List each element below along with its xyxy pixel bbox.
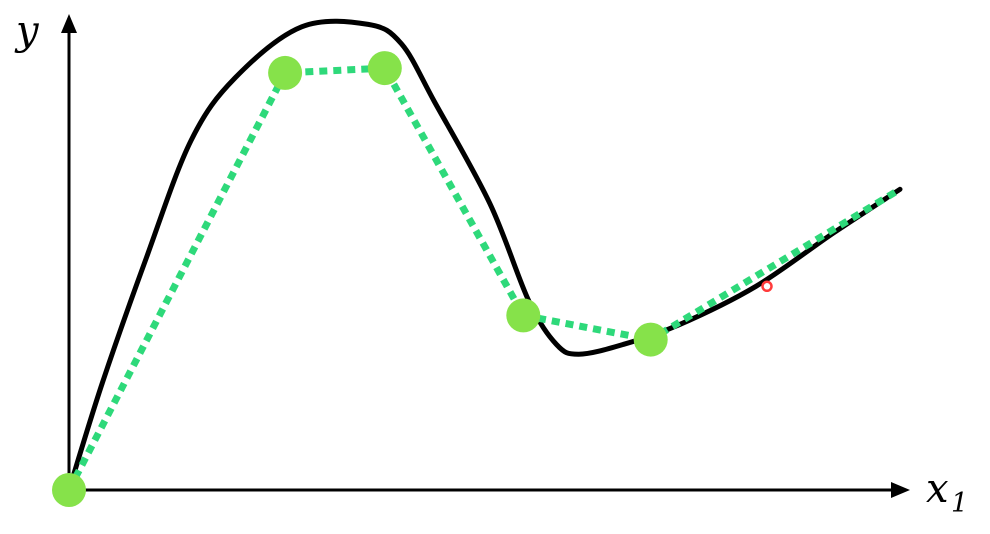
- true-curve-line: [66, 18, 903, 493]
- x-axis-arrowhead: [891, 482, 910, 498]
- cursor-marker: [761, 280, 773, 293]
- knot-point: [367, 51, 402, 86]
- knot-point: [506, 298, 541, 333]
- x-axis-label: x: [926, 466, 949, 512]
- axes: y x 1: [14, 8, 968, 519]
- knot-point: [268, 55, 303, 90]
- curve-layer: [66, 18, 903, 493]
- knot-point: [52, 473, 86, 507]
- y-axis-arrowhead: [61, 14, 77, 33]
- marker-layer: [761, 280, 773, 293]
- x-axis-subscript: 1: [951, 488, 968, 519]
- knot-points: [52, 51, 668, 507]
- knot-point: [633, 322, 668, 357]
- y-axis-label: y: [14, 8, 40, 54]
